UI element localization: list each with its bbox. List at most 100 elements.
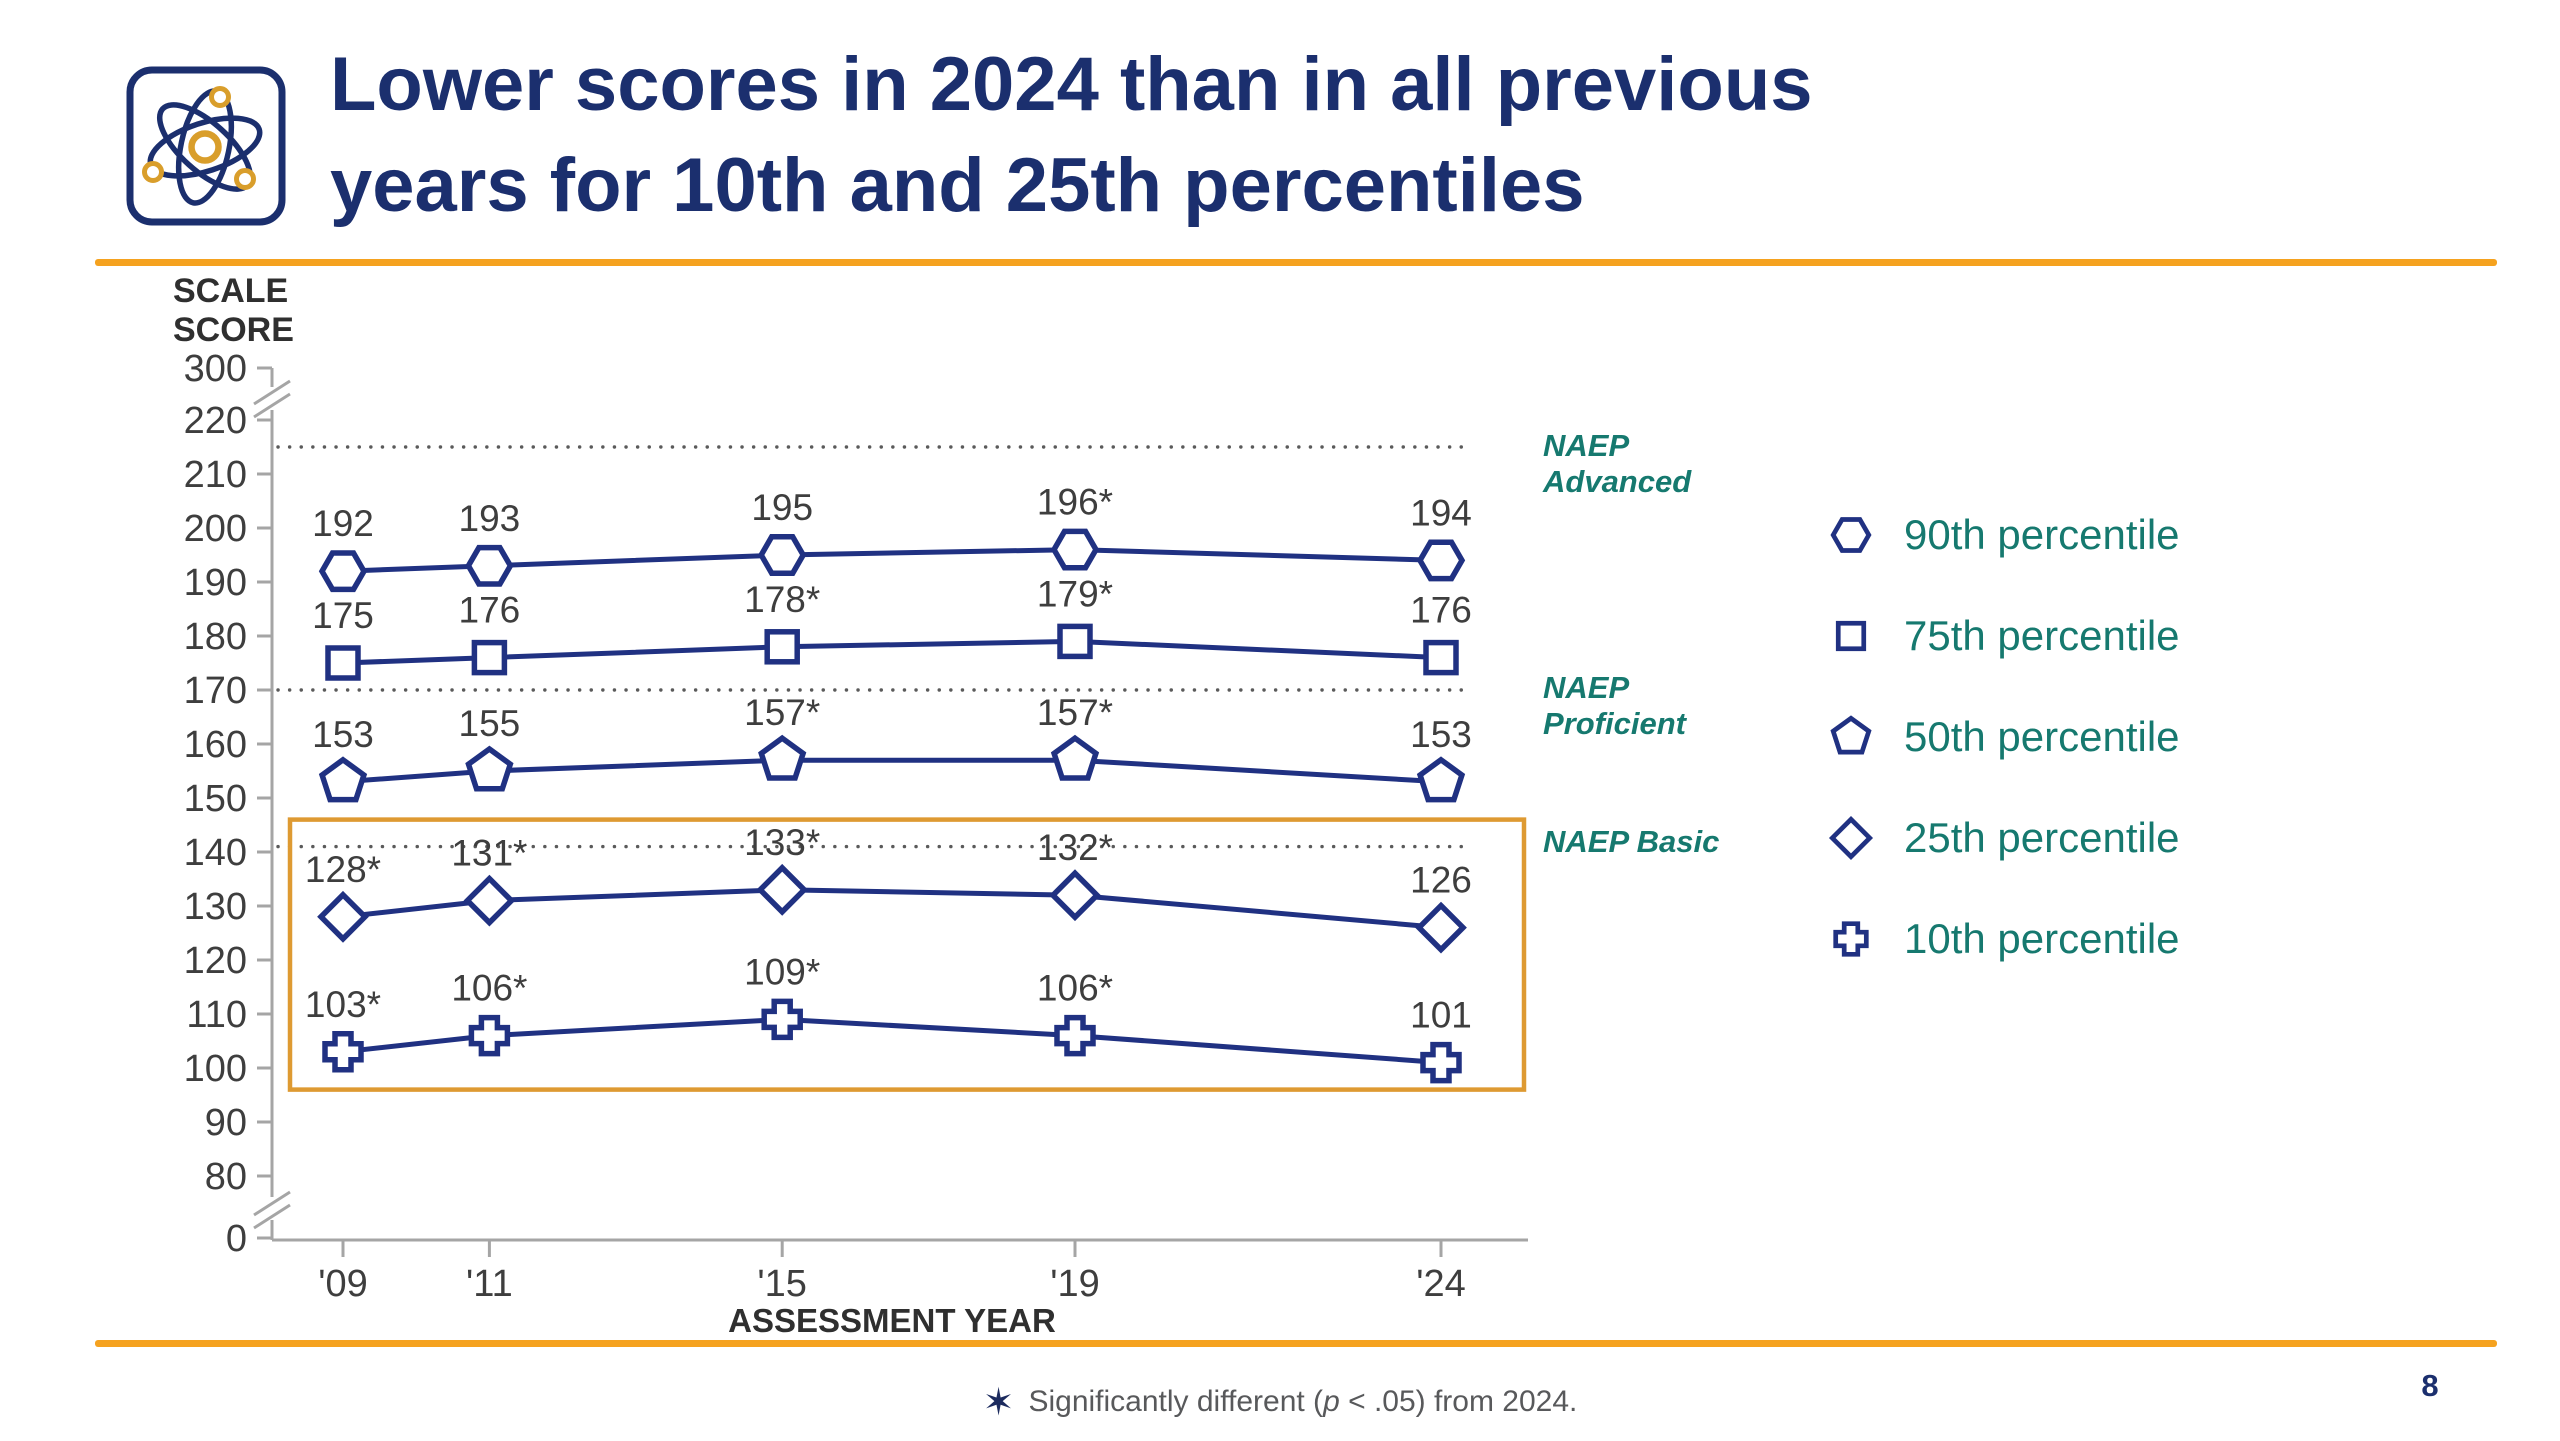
data-label: 196*	[1037, 482, 1113, 523]
page-title-line2: years for 10th and 25th percentiles	[330, 143, 1585, 228]
data-label: 131*	[451, 833, 527, 874]
data-label: 157*	[744, 692, 820, 733]
y-tick-label: 100	[184, 1048, 247, 1090]
y-tick-label: 220	[184, 400, 247, 442]
hexagon-marker-icon	[1050, 528, 1100, 571]
cross-marker-icon	[1420, 1041, 1462, 1084]
data-label: 179*	[1037, 573, 1113, 614]
hexagon-marker-icon	[1416, 539, 1466, 582]
significance-footnote: ✶ Significantly different (p < .05) from …	[0, 1380, 2560, 1425]
data-label: 101	[1410, 995, 1472, 1036]
legend-item-10th: 10th percentile	[1828, 915, 2448, 962]
y-tick-label: 150	[184, 778, 247, 820]
hexagon-marker-icon	[1830, 517, 1872, 553]
x-tick-label: '24	[1416, 1263, 1466, 1305]
data-label: 157*	[1037, 692, 1113, 733]
data-label: 175	[312, 595, 374, 636]
atom-logo	[126, 66, 286, 226]
naep-proficient-label: NAEP Proficient	[1543, 670, 1686, 741]
y-tick-label: 0	[226, 1218, 247, 1260]
bottom-divider	[95, 1340, 2497, 1347]
atom-icon	[142, 86, 263, 206]
cross-marker-icon	[1833, 921, 1869, 957]
page-title: Lower scores in 2024 than in all previou…	[330, 34, 2030, 236]
y-tick-label: 110	[186, 994, 247, 1036]
pentagon-marker-icon	[758, 734, 807, 781]
data-label: 153	[1410, 714, 1472, 755]
legend-item-90th: 90th percentile	[1828, 511, 2448, 558]
x-tick-label: '11	[466, 1263, 513, 1305]
legend: 90th percentile 75th percentile 50th per…	[1828, 511, 2448, 1017]
y-tick-label: 180	[184, 616, 247, 658]
footnote-text-post: < .05) from 2024.	[1339, 1385, 1578, 1418]
data-label: 176	[1410, 590, 1472, 631]
diamond-marker-icon	[1415, 901, 1467, 954]
legend-label: 75th percentile	[1904, 612, 2180, 659]
diamond-marker-icon	[756, 863, 809, 916]
axis-break-icon	[253, 392, 291, 419]
footnote-text-pre: Significantly different (	[1028, 1385, 1324, 1418]
square-marker-icon	[1423, 639, 1459, 676]
diamond-marker-icon	[317, 890, 369, 943]
star-icon: ✶	[982, 1382, 1015, 1424]
y-tick-label: 210	[184, 454, 247, 496]
data-label: 132*	[1037, 827, 1113, 868]
data-label: 192	[312, 503, 374, 544]
pentagon-marker-icon	[1830, 715, 1872, 755]
x-tick-label: '19	[1050, 1263, 1100, 1305]
square-marker-icon	[471, 639, 508, 676]
legend-label: 50th percentile	[1904, 713, 2180, 760]
axis-break-icon	[253, 1190, 291, 1217]
hexagon-marker-icon	[465, 544, 514, 587]
hexagon-marker-icon	[1830, 517, 1872, 553]
square-marker-icon	[325, 645, 361, 681]
diamond-marker-icon	[1828, 815, 1874, 861]
y-tick-label: 80	[205, 1156, 247, 1198]
x-tick-label: '09	[318, 1263, 368, 1305]
data-label: 193	[459, 498, 521, 539]
highlight-box	[287, 817, 1527, 1092]
data-label: 126	[1410, 860, 1472, 901]
x-tick-label: '15	[757, 1263, 807, 1305]
pentagon-marker-icon	[1050, 734, 1100, 781]
data-label: 133*	[744, 822, 820, 863]
data-label: 153	[312, 714, 374, 755]
data-label: 103*	[305, 984, 381, 1025]
square-marker-icon	[1835, 620, 1867, 652]
diamond-marker-icon	[1049, 869, 1101, 922]
x-axis-title: ASSESSMENT YEAR	[728, 1302, 1056, 1339]
data-label: 194	[1410, 492, 1472, 533]
data-label: 178*	[744, 579, 820, 620]
y-tick-label: 140	[184, 832, 247, 874]
data-label: 176	[459, 590, 521, 631]
data-label: 106*	[1037, 968, 1113, 1009]
cross-marker-icon	[468, 1014, 511, 1057]
pentagon-marker-icon	[465, 745, 514, 792]
square-marker-icon	[1835, 620, 1867, 652]
legend-label: 10th percentile	[1904, 915, 2180, 962]
legend-label: 90th percentile	[1904, 511, 2180, 558]
data-label: 155	[459, 703, 521, 744]
page-title-line1: Lower scores in 2024 than in all previou…	[330, 42, 1813, 127]
cross-marker-icon	[322, 1031, 364, 1073]
hexagon-marker-icon	[758, 534, 807, 576]
legend-item-25th: 25th percentile	[1828, 814, 2448, 861]
top-divider	[95, 259, 2497, 266]
naep-basic-label: NAEP Basic	[1543, 824, 1720, 859]
data-label: 109*	[744, 951, 820, 992]
series-line-square	[342, 638, 1442, 666]
legend-item-50th: 50th percentile	[1828, 713, 2448, 760]
cross-marker-icon	[761, 998, 803, 1041]
data-label: 195	[751, 487, 813, 528]
axis-break-icon	[253, 379, 291, 406]
cross-marker-icon	[1054, 1014, 1096, 1057]
y-tick-label: 190	[184, 562, 247, 604]
data-label: 128*	[305, 849, 381, 890]
y-tick-label: 200	[184, 508, 247, 550]
diamond-marker-icon	[463, 874, 516, 927]
pentagon-marker-icon	[318, 756, 368, 803]
square-marker-icon	[764, 629, 800, 665]
page-number: 8	[2421, 1368, 2439, 1403]
y-tick-label: 90	[205, 1102, 247, 1144]
